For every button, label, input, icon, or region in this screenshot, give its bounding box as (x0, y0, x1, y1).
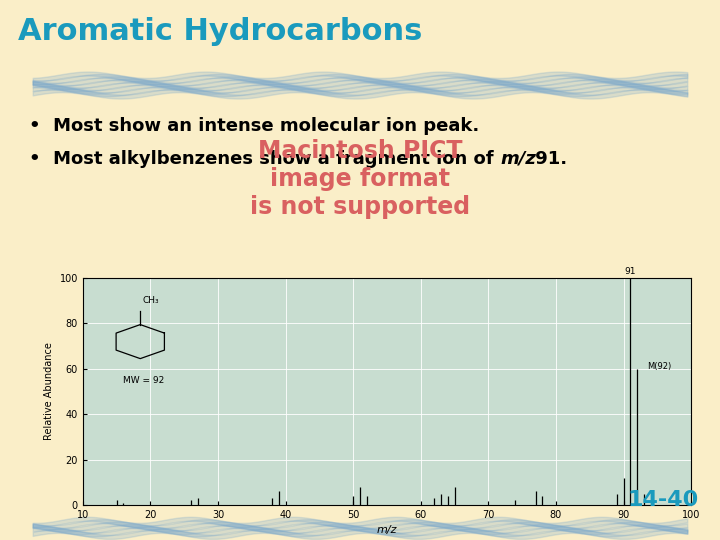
Text: Aromatic Hydrocarbons: Aromatic Hydrocarbons (18, 17, 423, 46)
Text: Macintosh PICT
image format
is not supported: Macintosh PICT image format is not suppo… (250, 139, 470, 219)
Text: •  Most show an intense molecular ion peak.: • Most show an intense molecular ion pea… (29, 117, 479, 134)
Text: m/z: m/z (500, 150, 536, 168)
Text: •  Most alkylbenzenes show a fragment ion of: • Most alkylbenzenes show a fragment ion… (29, 150, 500, 168)
Text: M(92): M(92) (647, 362, 672, 371)
Text: CH₃: CH₃ (142, 296, 158, 305)
Text: 91.: 91. (529, 150, 567, 168)
Y-axis label: Relative Abundance: Relative Abundance (44, 342, 54, 441)
Text: 91: 91 (625, 267, 636, 276)
X-axis label: m/z: m/z (377, 525, 397, 535)
Text: 14-40: 14-40 (627, 490, 698, 510)
Text: MW = 92: MW = 92 (123, 376, 165, 384)
